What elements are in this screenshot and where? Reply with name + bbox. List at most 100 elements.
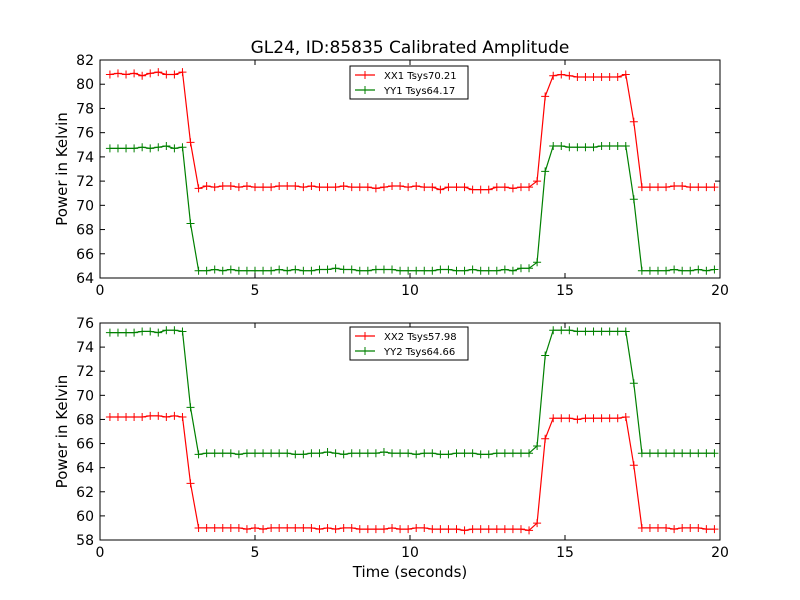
data-point-yy1 xyxy=(637,266,646,275)
data-point-yy2 xyxy=(484,450,493,459)
y-tick-label: 70 xyxy=(76,388,94,404)
data-point-xx2 xyxy=(178,413,187,422)
data-point-yy2 xyxy=(468,449,477,458)
data-point-xx1 xyxy=(218,181,227,190)
data-point-xx1 xyxy=(662,183,671,192)
x-tick-label: 5 xyxy=(251,283,260,299)
data-point-xx2 xyxy=(379,525,388,534)
data-point-yy2 xyxy=(259,449,268,458)
data-point-xx2 xyxy=(396,525,405,534)
data-point-xx1 xyxy=(452,183,461,192)
data-point-xx1 xyxy=(654,183,662,192)
data-point-yy1 xyxy=(565,143,574,152)
data-point-xx2 xyxy=(315,525,324,534)
data-point-xx2 xyxy=(460,526,469,535)
data-point-xx1 xyxy=(702,183,711,192)
data-point-xx1 xyxy=(549,71,558,80)
data-point-yy1 xyxy=(315,265,324,274)
data-point-xx1 xyxy=(508,184,517,193)
data-point-yy1 xyxy=(549,141,558,150)
data-point-yy1 xyxy=(130,144,139,153)
data-point-xx2 xyxy=(613,414,622,423)
data-point-yy1 xyxy=(113,144,122,153)
data-point-xx1 xyxy=(589,72,598,81)
data-point-yy2 xyxy=(436,450,445,459)
data-point-yy2 xyxy=(355,449,364,458)
data-point-yy2 xyxy=(645,449,654,458)
y-tick-label: 80 xyxy=(76,77,94,93)
data-point-yy1 xyxy=(484,266,493,275)
data-point-yy2 xyxy=(678,449,687,458)
data-point-yy2 xyxy=(662,449,671,458)
data-point-yy2 xyxy=(533,441,542,450)
data-point-xx1 xyxy=(541,92,550,101)
x-tick-label: 10 xyxy=(401,283,419,299)
legend-marker xyxy=(361,332,369,340)
data-point-yy1 xyxy=(468,265,477,274)
x-tick-label: 0 xyxy=(96,545,105,561)
data-point-yy2 xyxy=(242,449,251,458)
data-point-yy1 xyxy=(654,266,662,275)
data-point-yy1 xyxy=(178,143,187,152)
data-point-yy1 xyxy=(645,266,654,275)
data-point-yy1 xyxy=(170,144,179,153)
data-point-yy2 xyxy=(315,449,324,458)
data-point-yy2 xyxy=(581,327,590,336)
data-point-xx2 xyxy=(686,523,695,532)
data-point-yy2 xyxy=(202,449,211,458)
data-point-yy1 xyxy=(331,264,340,273)
data-point-xx2 xyxy=(138,413,147,422)
data-point-yy1 xyxy=(589,143,598,152)
data-point-yy2 xyxy=(194,450,203,459)
x-tick-label: 20 xyxy=(711,545,729,561)
figure-title: GL24, ID:85835 Calibrated Amplitude xyxy=(251,38,570,58)
data-point-yy1 xyxy=(500,265,509,274)
data-point-xx2 xyxy=(581,414,590,423)
data-point-xx1 xyxy=(113,69,122,78)
data-point-xx1 xyxy=(178,68,187,77)
data-point-xx2 xyxy=(710,525,719,534)
y-tick-label: 74 xyxy=(76,150,94,166)
data-point-yy1 xyxy=(105,144,114,153)
data-point-xx2 xyxy=(113,413,122,422)
data-point-xx1 xyxy=(283,181,292,190)
data-point-xx1 xyxy=(226,181,235,190)
data-point-yy1 xyxy=(621,141,630,150)
data-point-yy1 xyxy=(702,266,711,275)
y-tick-label: 66 xyxy=(76,247,94,263)
data-point-yy2 xyxy=(267,449,276,458)
y-tick-label: 72 xyxy=(76,364,94,380)
series-line-xx2 xyxy=(109,415,715,532)
data-point-xx1 xyxy=(533,177,542,186)
data-point-yy1 xyxy=(234,266,243,275)
data-point-xx2 xyxy=(299,523,308,532)
data-point-yy2 xyxy=(154,328,163,337)
data-point-xx2 xyxy=(702,525,711,534)
data-point-xx1 xyxy=(686,183,695,192)
y-tick-label: 70 xyxy=(76,198,94,214)
data-point-yy1 xyxy=(508,266,517,275)
data-point-xx2 xyxy=(234,523,243,532)
data-point-yy2 xyxy=(589,327,598,336)
data-point-xx2 xyxy=(533,519,542,528)
data-point-xx1 xyxy=(468,185,477,194)
data-point-xx2 xyxy=(371,525,380,534)
data-point-xx1 xyxy=(379,183,388,192)
data-point-yy1 xyxy=(525,264,534,273)
data-point-xx2 xyxy=(589,414,598,423)
data-point-yy1 xyxy=(670,265,679,274)
data-point-yy2 xyxy=(702,449,711,458)
data-point-xx2 xyxy=(210,523,219,532)
data-point-xx2 xyxy=(412,523,421,532)
data-point-yy2 xyxy=(549,326,558,335)
data-point-xx1 xyxy=(629,117,638,126)
legend-label: YY2 Tsys64.66 xyxy=(383,347,455,358)
data-point-yy2 xyxy=(516,449,525,458)
data-point-yy2 xyxy=(412,450,421,459)
data-point-yy2 xyxy=(113,328,122,337)
data-point-xx2 xyxy=(162,413,171,422)
data-point-xx2 xyxy=(654,523,662,532)
data-point-xx2 xyxy=(565,414,574,423)
data-point-xx2 xyxy=(597,414,606,423)
data-point-yy2 xyxy=(339,450,348,459)
